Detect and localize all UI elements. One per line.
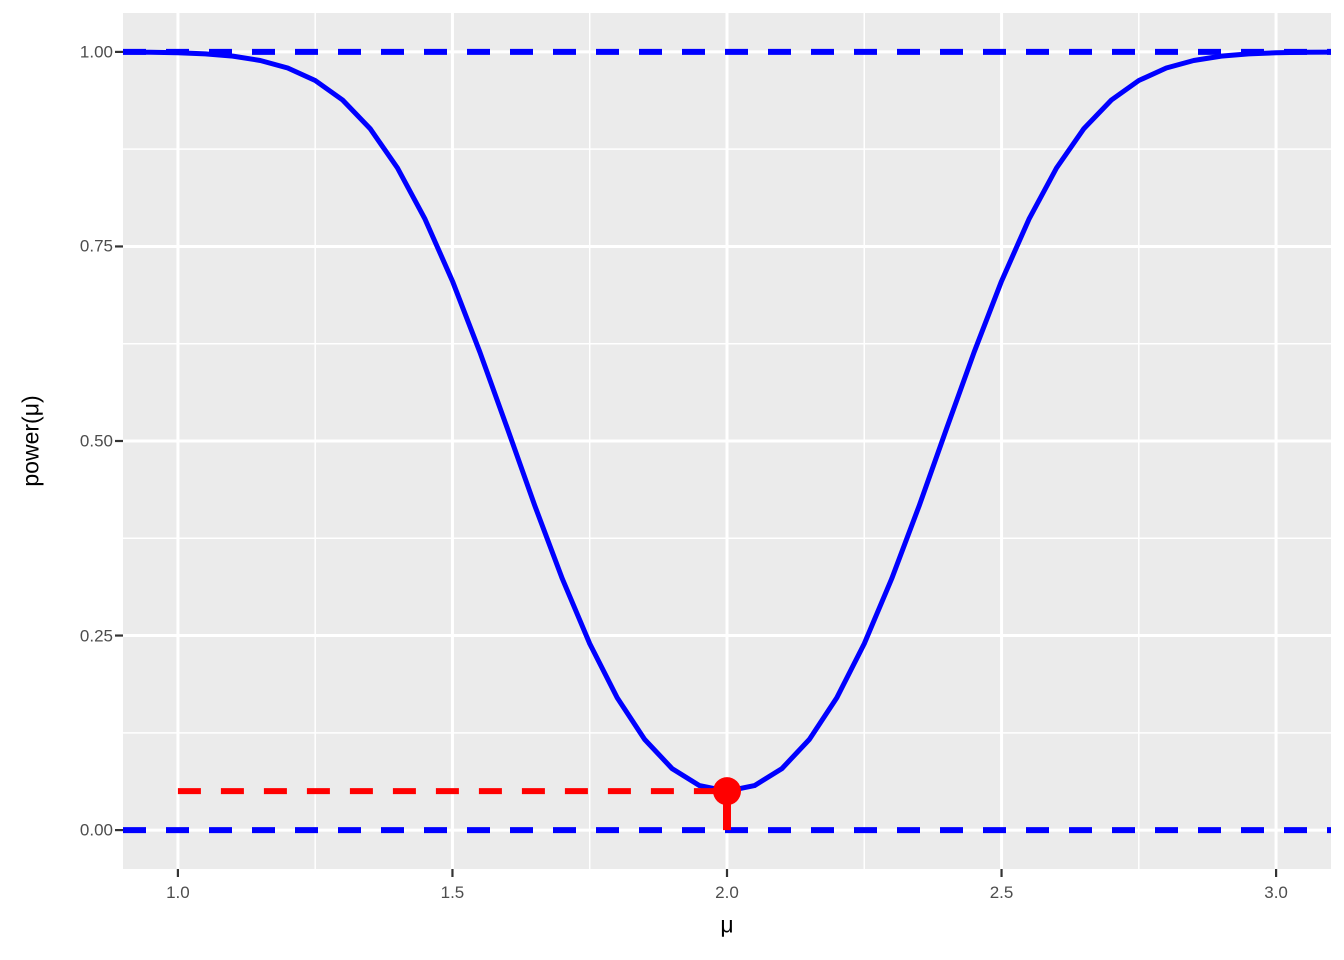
- x-tick-label: 1.5: [440, 883, 465, 902]
- alpha-at-null-point: [713, 777, 741, 806]
- y-tick-label: 0.00: [79, 820, 113, 840]
- y-tick-label: 1.00: [79, 42, 113, 62]
- y-tick-label: 0.50: [79, 431, 113, 451]
- x-tick-label: 2.5: [989, 883, 1014, 902]
- x-tick-label: 3.0: [1264, 883, 1288, 902]
- y-tick-label: 0.25: [79, 626, 113, 646]
- x-axis-title: μ: [720, 911, 734, 938]
- x-tick-label: 2.0: [715, 883, 739, 902]
- x-tick-label: 1.0: [166, 883, 190, 902]
- y-tick-label: 0.75: [79, 236, 113, 256]
- y-axis-title: power(μ): [17, 395, 44, 487]
